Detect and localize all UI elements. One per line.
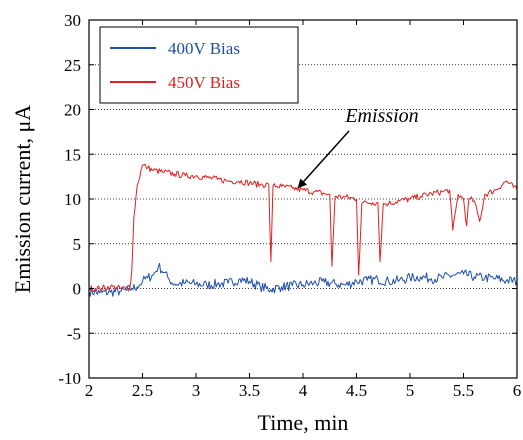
x-tick-label: 6 <box>513 381 522 400</box>
grid-lines <box>89 64 517 334</box>
y-tick-label: 5 <box>73 235 82 254</box>
series-layer <box>88 163 518 297</box>
legend-label-450v: 450V Bias <box>168 73 240 92</box>
x-tick-label: 5.5 <box>453 381 474 400</box>
emission-annotation: Emission <box>297 105 419 189</box>
x-tick-label: 2 <box>85 381 94 400</box>
y-tick-label: 15 <box>64 145 81 164</box>
y-tick-label: 20 <box>64 101 81 120</box>
legend-box <box>99 26 299 104</box>
series-line-400v <box>88 262 518 297</box>
x-tick-label: 2.5 <box>132 381 153 400</box>
x-axis-label: Time, min <box>258 410 349 435</box>
y-tick-label: -10 <box>58 369 81 388</box>
x-tick-label: 4.5 <box>346 381 367 400</box>
x-tick-label: 3 <box>192 381 201 400</box>
annotation-arrowhead <box>297 178 308 189</box>
x-tick-label: 5 <box>406 381 415 400</box>
x-tick-label: 4 <box>299 381 308 400</box>
y-tick-label: 30 <box>64 11 81 30</box>
y-tick-label: -5 <box>67 324 81 343</box>
y-tick-label: 0 <box>73 280 82 299</box>
legend: 400V Bias 450V Bias <box>99 26 299 104</box>
series-line-450v <box>88 163 518 293</box>
ticks: 2 2.5 3 3.5 4 4.5 5 5.5 6 -10 -5 0 5 10 15 20 25 30 <box>58 11 521 400</box>
y-tick-label: 25 <box>64 56 81 75</box>
annotation-label: Emission <box>344 105 418 127</box>
x-tick-label: 3.5 <box>239 381 260 400</box>
y-tick-label: 10 <box>64 190 81 209</box>
annotation-arrow <box>303 130 350 183</box>
legend-label-400v: 400V Bias <box>168 39 240 58</box>
y-axis-label: Emission current, μA <box>10 105 35 293</box>
